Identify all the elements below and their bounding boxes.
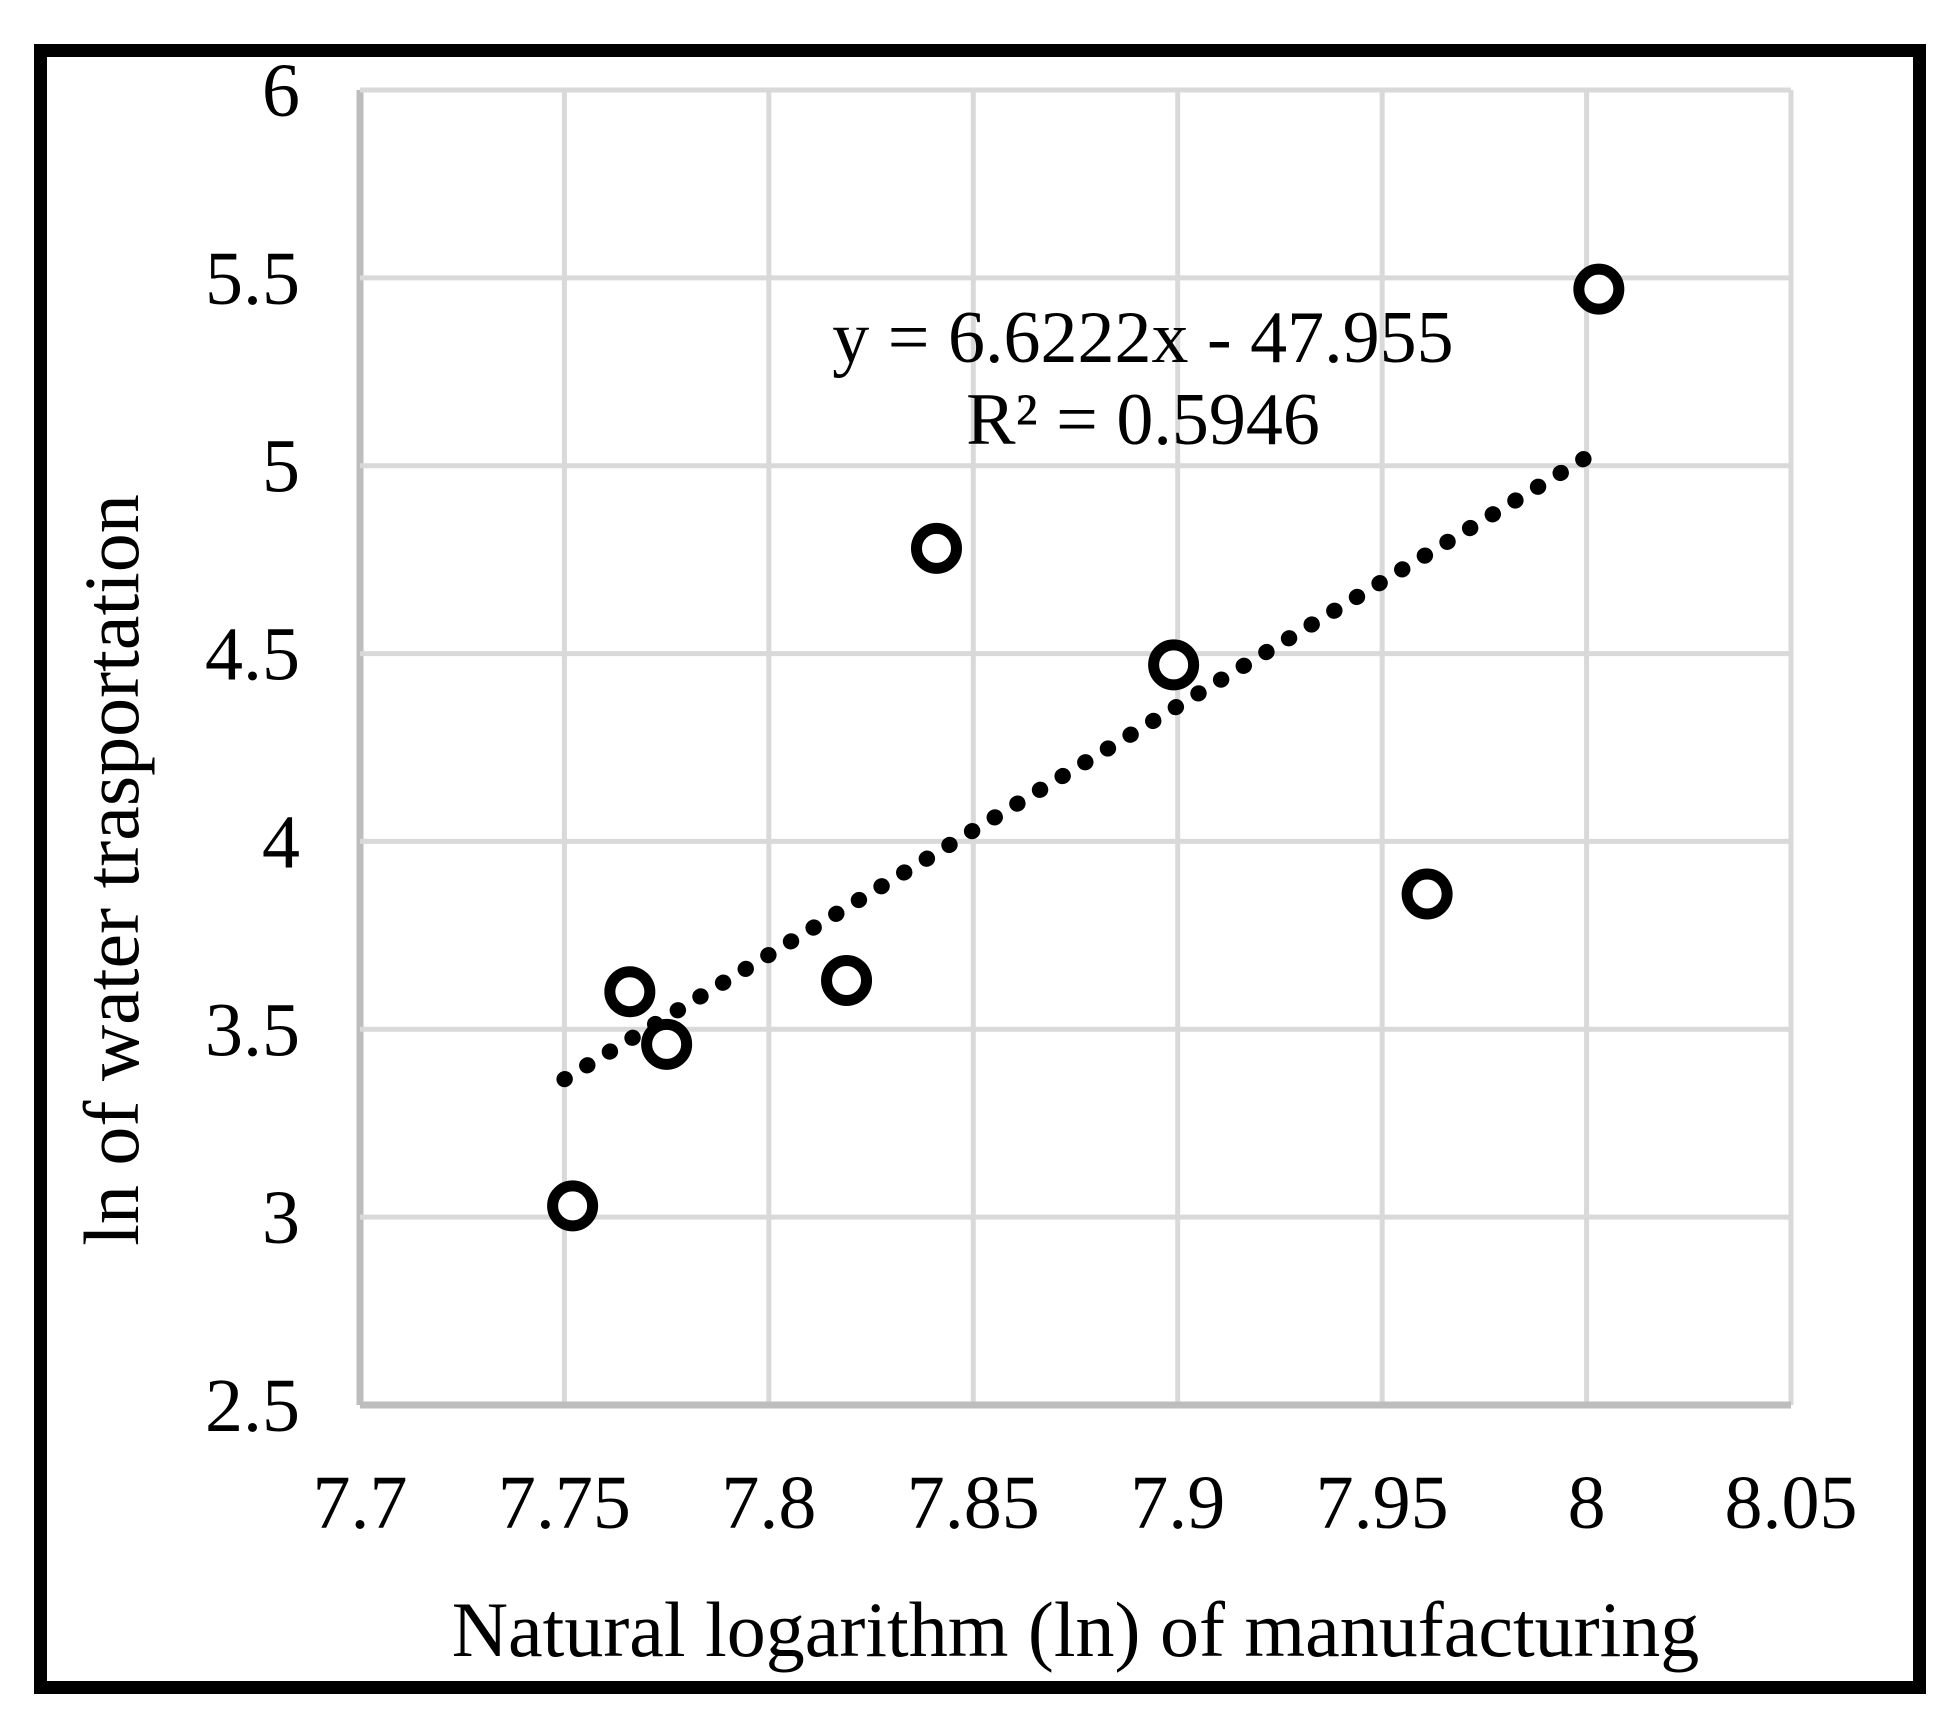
- x-tick-label: 8: [1568, 1461, 1606, 1545]
- x-tick-label: 7.9: [1130, 1461, 1225, 1545]
- data-point-marker: [821, 954, 873, 1006]
- y-tick-label: 5: [262, 425, 300, 509]
- data-point-marker: [641, 1018, 693, 1070]
- data-point-marker: [604, 966, 656, 1018]
- y-tick-label: 3.5: [205, 988, 300, 1072]
- data-point-marker: [547, 1180, 599, 1232]
- y-axis-title: ln of water trasportation: [68, 494, 155, 1246]
- x-tick-label: 8.05: [1725, 1461, 1858, 1545]
- x-tick-label: 7.8: [721, 1461, 816, 1545]
- data-point-marker: [1573, 263, 1625, 315]
- y-tick-label: 3: [262, 1176, 300, 1260]
- x-tick-label: 7.85: [907, 1461, 1040, 1545]
- x-tick-label: 7.7: [313, 1461, 408, 1545]
- x-tick-label: 7.75: [498, 1461, 631, 1545]
- y-tick-label: 5.5: [205, 237, 300, 321]
- r-squared-value: R² = 0.5946: [966, 379, 1320, 461]
- x-tick-label: 7.95: [1316, 1461, 1449, 1545]
- figure-border: [34, 44, 1926, 1694]
- y-tick-label: 6: [262, 49, 300, 133]
- y-tick-label: 4: [262, 800, 300, 884]
- y-tick-label: 2.5: [205, 1364, 300, 1448]
- data-point-marker: [1401, 868, 1453, 920]
- trendline-dotted: [556, 449, 1595, 1088]
- data-point-marker: [1148, 639, 1200, 691]
- trendline-annotation: y = 6.6222x - 47.955 R² = 0.5946: [633, 297, 1653, 461]
- x-axis-title: Natural logarithm (ln) of manufacturing: [451, 1586, 1700, 1673]
- y-tick-label: 4.5: [205, 613, 300, 697]
- data-point-marker: [910, 522, 962, 574]
- trendline-equation: y = 6.6222x - 47.955: [832, 297, 1454, 379]
